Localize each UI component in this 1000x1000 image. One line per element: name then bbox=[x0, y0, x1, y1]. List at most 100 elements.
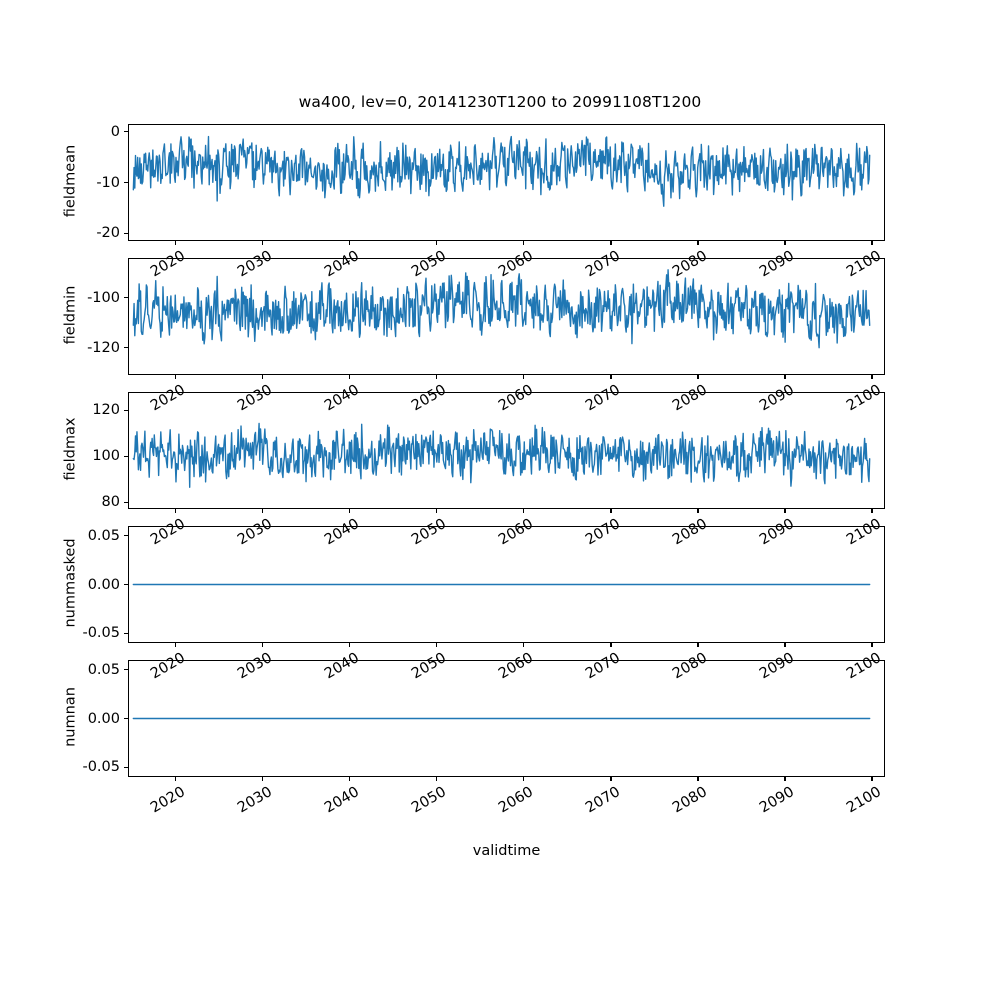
fieldmin-ytick-mark bbox=[124, 297, 128, 299]
xtick-mark bbox=[697, 509, 699, 513]
xtick-label-2090: 2090 bbox=[756, 784, 797, 817]
xtick-mark bbox=[871, 643, 873, 647]
subplot-fieldmax bbox=[128, 392, 885, 509]
subplot-fieldmean bbox=[128, 124, 885, 241]
nummasked-ytick-mark bbox=[124, 535, 128, 537]
xtick-mark bbox=[784, 643, 786, 647]
xtick-mark bbox=[436, 241, 438, 245]
xtick-mark bbox=[262, 509, 264, 513]
xtick-mark bbox=[610, 777, 612, 781]
xtick-mark bbox=[349, 509, 351, 513]
xtick-mark bbox=[523, 241, 525, 245]
fieldmax-ytick-label: 120 bbox=[92, 402, 120, 419]
xtick-mark bbox=[610, 241, 612, 245]
xtick-mark bbox=[436, 375, 438, 379]
xtick-mark bbox=[523, 375, 525, 379]
fieldmean-ytick-mark bbox=[124, 232, 128, 234]
subplot-numnan bbox=[128, 660, 885, 777]
numnan-ytick-mark bbox=[124, 669, 128, 671]
xtick-mark bbox=[697, 643, 699, 647]
xtick-mark bbox=[697, 777, 699, 781]
xtick-mark bbox=[871, 777, 873, 781]
xtick-label-2050: 2050 bbox=[408, 784, 449, 817]
nummasked-ytick-label: 0.00 bbox=[87, 576, 120, 593]
xtick-mark bbox=[610, 643, 612, 647]
nummasked-ytick-label: 0.05 bbox=[87, 527, 120, 544]
fieldmax-ytick-mark bbox=[124, 409, 128, 411]
numnan-ytick-label: 0.00 bbox=[87, 710, 120, 727]
nummasked-ytick-mark bbox=[124, 584, 128, 586]
xtick-mark bbox=[784, 241, 786, 245]
xtick-label-2070: 2070 bbox=[582, 784, 623, 817]
xtick-mark bbox=[262, 375, 264, 379]
xtick-mark bbox=[697, 375, 699, 379]
fieldmax-ytick-mark bbox=[124, 501, 128, 503]
numnan-ytick-mark bbox=[124, 766, 128, 768]
xtick-mark bbox=[523, 509, 525, 513]
xtick-mark bbox=[349, 241, 351, 245]
numnan-ytick-mark bbox=[124, 718, 128, 720]
fieldmax-ytick-label: 100 bbox=[92, 448, 120, 465]
xtick-mark bbox=[871, 509, 873, 513]
xtick-mark bbox=[871, 375, 873, 379]
fieldmin-line bbox=[132, 269, 871, 349]
nummasked-y-axis-label: nummasked bbox=[62, 537, 78, 628]
xtick-mark bbox=[436, 777, 438, 781]
numnan-y-axis-label: numnan bbox=[62, 686, 78, 747]
xtick-mark bbox=[262, 241, 264, 245]
subplot-nummasked bbox=[128, 526, 885, 643]
fieldmax-plot-area bbox=[132, 422, 871, 488]
xtick-mark bbox=[784, 375, 786, 379]
xtick-mark bbox=[175, 777, 177, 781]
numnan-ytick-label: 0.05 bbox=[87, 661, 120, 678]
xtick-mark bbox=[175, 375, 177, 379]
xtick-label-2080: 2080 bbox=[669, 784, 710, 817]
fieldmean-line bbox=[132, 135, 871, 207]
fieldmax-line bbox=[132, 422, 871, 488]
fieldmax-ytick-mark bbox=[124, 455, 128, 457]
xtick-mark bbox=[262, 643, 264, 647]
nummasked-ytick-mark bbox=[124, 632, 128, 634]
xtick-mark bbox=[349, 375, 351, 379]
fieldmin-ytick-mark bbox=[124, 347, 128, 349]
xtick-label-2020: 2020 bbox=[147, 784, 188, 817]
subplot-fieldmin bbox=[128, 258, 885, 375]
xtick-mark bbox=[175, 643, 177, 647]
xtick-mark bbox=[610, 375, 612, 379]
xtick-mark bbox=[523, 643, 525, 647]
xtick-mark bbox=[349, 777, 351, 781]
fieldmin-ytick-label: -120 bbox=[87, 339, 120, 356]
fieldmean-ytick-mark bbox=[124, 131, 128, 133]
xtick-mark bbox=[784, 509, 786, 513]
fieldmean-y-axis-label: fieldmean bbox=[62, 144, 78, 217]
fieldmean-ytick-label: 0 bbox=[110, 123, 120, 140]
xtick-mark bbox=[175, 241, 177, 245]
xtick-label-2060: 2060 bbox=[495, 784, 536, 817]
fieldmin-y-axis-label: fieldmin bbox=[62, 285, 78, 344]
nummasked-plot-area bbox=[132, 583, 871, 586]
xtick-label-2030: 2030 bbox=[234, 784, 275, 817]
numnan-ytick-label: -0.05 bbox=[82, 759, 120, 776]
fieldmean-ytick-label: -10 bbox=[96, 174, 120, 191]
xtick-mark bbox=[436, 509, 438, 513]
xtick-mark bbox=[610, 509, 612, 513]
xtick-mark bbox=[871, 241, 873, 245]
nummasked-ytick-label: -0.05 bbox=[82, 625, 120, 642]
xtick-mark bbox=[784, 777, 786, 781]
x-axis-label: validtime bbox=[472, 843, 541, 859]
xtick-mark bbox=[262, 777, 264, 781]
fieldmax-ytick-label: 80 bbox=[101, 494, 120, 511]
figure-title: wa400, lev=0, 20141230T1200 to 20991108T… bbox=[298, 93, 702, 111]
xtick-mark bbox=[697, 241, 699, 245]
fieldmean-plot-area bbox=[132, 135, 871, 207]
fieldmin-ytick-label: -100 bbox=[87, 289, 120, 306]
xtick-mark bbox=[349, 643, 351, 647]
xtick-mark bbox=[523, 777, 525, 781]
fieldmean-ytick-mark bbox=[124, 182, 128, 184]
xtick-label-2100: 2100 bbox=[843, 784, 884, 817]
numnan-plot-area bbox=[132, 717, 871, 720]
xtick-mark bbox=[175, 509, 177, 513]
fieldmax-y-axis-label: fieldmax bbox=[62, 417, 78, 480]
fieldmin-plot-area bbox=[132, 269, 871, 349]
